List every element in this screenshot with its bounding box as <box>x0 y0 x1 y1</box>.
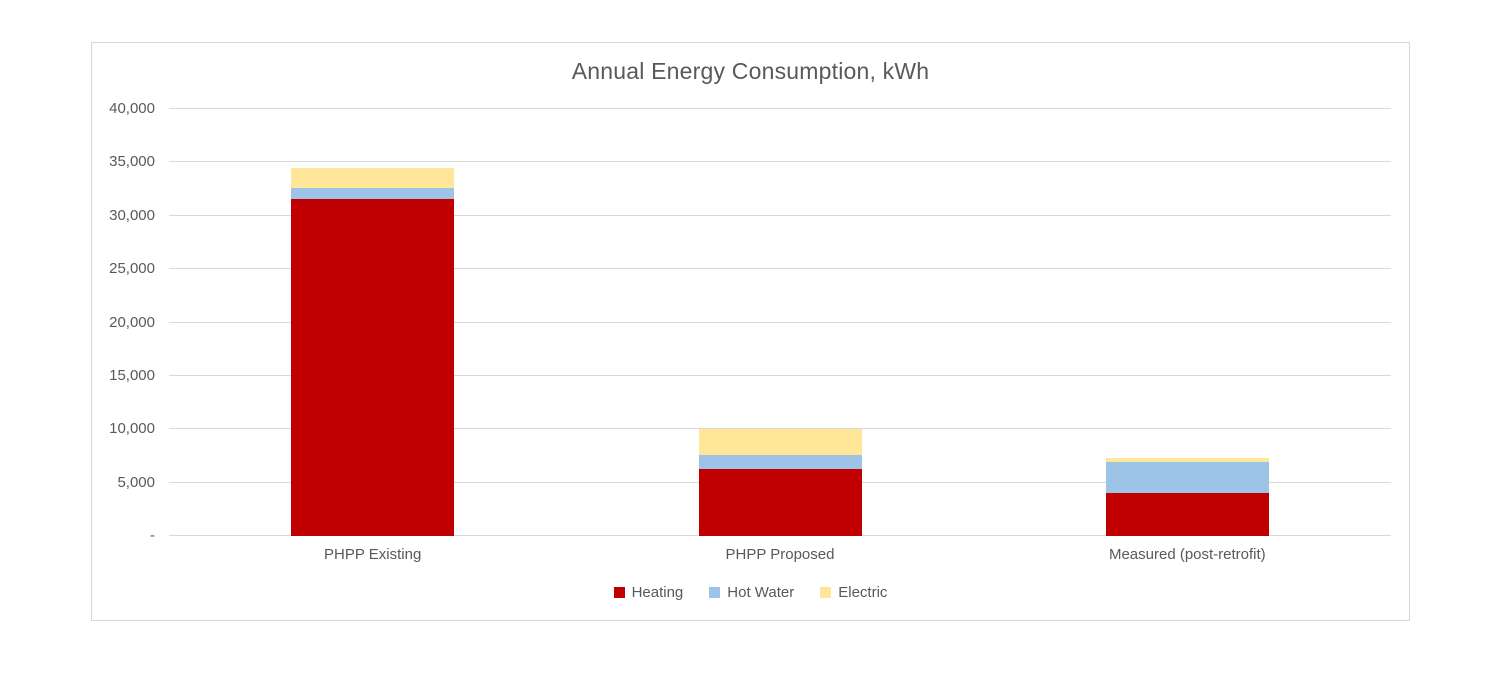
gridline <box>169 268 1391 270</box>
gridline <box>169 428 1391 430</box>
bar-segment-heating <box>698 468 862 536</box>
y-tick-label: 20,000 <box>109 313 155 331</box>
x-category-label-measured-post-retrofit: Measured (post-retrofit) <box>1108 546 1266 563</box>
y-tick-label: 10,000 <box>109 420 155 438</box>
legend-swatch-heating <box>613 587 625 598</box>
chart-container: Annual Energy Consumption, kWh - 5,000 10,… <box>91 42 1410 621</box>
legend-label-hot-water: Hot Water <box>727 584 795 601</box>
legend-swatch-electric <box>820 587 832 598</box>
bar-segment-hot-water <box>1105 462 1269 494</box>
legend-label-electric: Electric <box>838 584 888 601</box>
y-tick-label: 30,000 <box>109 206 155 224</box>
y-tick-label: 35,000 <box>109 153 155 171</box>
bar-segment-heating <box>291 198 455 536</box>
y-tick-label: 40,000 <box>109 100 155 117</box>
y-tick-label: 15,000 <box>109 366 155 384</box>
gridline <box>169 161 1391 163</box>
y-tick-label: 5,000 <box>117 473 155 491</box>
bar-measured-post-retrofit <box>1105 109 1269 536</box>
bar-segment-hot-water <box>698 454 862 469</box>
legend-item-heating: Heating <box>613 584 684 601</box>
bar-phpp-existing <box>291 109 455 536</box>
bar-segment-heating <box>1105 493 1269 536</box>
gridline <box>169 374 1391 376</box>
plot-area <box>169 108 1391 536</box>
chart-title: Annual Energy Consumption, kWh <box>571 58 930 84</box>
bar-phpp-proposed <box>698 109 862 536</box>
legend-label-heating: Heating <box>631 584 684 601</box>
bar-segment-electric <box>291 167 455 188</box>
bar-segment-hot-water <box>291 188 455 199</box>
x-category-label-phpp-existing: PHPP Existing <box>324 546 422 563</box>
gridline <box>169 214 1391 216</box>
legend-swatch-hot-water <box>709 587 721 598</box>
bar-segment-electric <box>1105 458 1269 463</box>
y-tick-label: - <box>150 527 155 544</box>
legend-item-electric: Electric <box>820 584 887 601</box>
legend: Heating Hot Water Electric <box>92 584 1409 601</box>
gridline <box>169 108 1391 109</box>
x-category-label-phpp-proposed: PHPP Proposed <box>725 546 835 563</box>
bar-segment-electric <box>698 429 862 455</box>
gridline <box>169 321 1391 323</box>
y-tick-label: 25,000 <box>109 260 155 278</box>
legend-item-hot-water: Hot Water <box>709 584 794 601</box>
